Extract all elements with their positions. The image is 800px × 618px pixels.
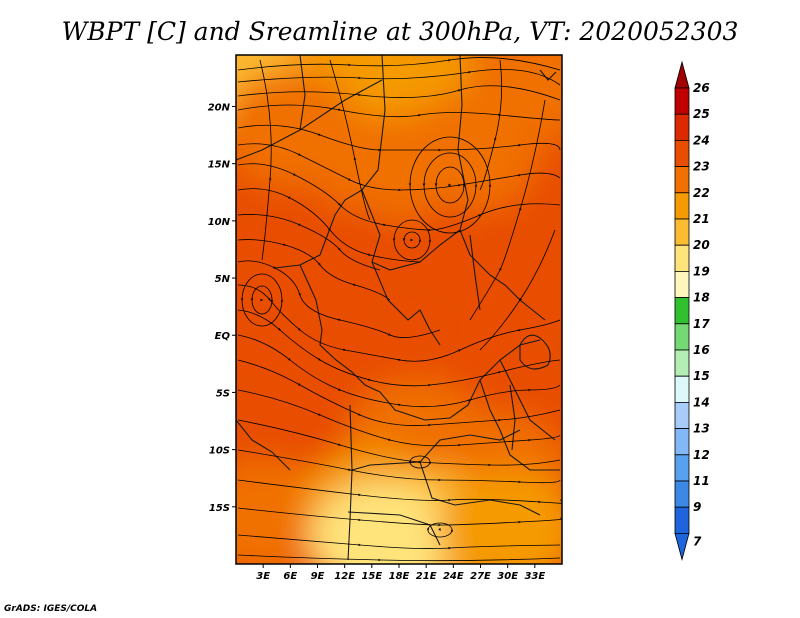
vortex-west — [242, 273, 282, 327]
colorbar-bottom-arrow — [674, 533, 690, 561]
colorbar-label: 22 — [693, 186, 710, 200]
streamline — [237, 57, 561, 71]
colorbar-label: 18 — [693, 291, 710, 305]
streamline — [237, 554, 561, 562]
vortex-south — [410, 455, 452, 538]
colorbar-segment — [674, 480, 690, 508]
streamline — [237, 68, 561, 86]
x-tick-label: 9E — [311, 571, 325, 582]
x-tick-label: 27E — [470, 571, 491, 582]
colorbar-segment — [674, 401, 690, 429]
streamline — [479, 59, 503, 191]
colorbar-label: 23 — [693, 160, 710, 174]
x-tick-label: 6E — [283, 571, 297, 582]
colorbar: 26 25 24 23 22 21 20 19 18 17 16 15 14 13 12 11 9 7 — [674, 60, 710, 561]
colorbar-segment — [674, 375, 690, 403]
x-tick-label: 12E — [334, 571, 355, 582]
border-line — [347, 469, 353, 561]
colorbar-segment — [674, 297, 690, 325]
colorbar-label: 7 — [693, 534, 702, 548]
colorbar-label: 17 — [693, 317, 710, 331]
vortex-center — [394, 219, 430, 261]
colorbar-label: 13 — [693, 422, 710, 436]
colorbar-label: 19 — [693, 264, 710, 278]
colorbar-label: 25 — [693, 107, 710, 121]
map-panel — [235, 54, 563, 565]
colorbar-label: 11 — [693, 474, 710, 488]
x-tick-label: 3E — [256, 571, 270, 582]
border-line — [299, 55, 306, 131]
colorbar-label: 24 — [693, 133, 710, 147]
streamline — [237, 124, 561, 152]
y-tick-label: 5S — [216, 388, 230, 399]
streamline — [237, 85, 561, 101]
colorbar-segment — [674, 428, 690, 456]
colorbar-segment — [674, 192, 690, 220]
border-line — [539, 69, 557, 81]
colorbar-segment — [674, 349, 690, 377]
colorbar-label: 26 — [693, 81, 710, 95]
y-tick-label: 15N — [208, 160, 231, 171]
colorbar-label: 20 — [693, 238, 710, 252]
y-tick-label: 10N — [208, 217, 231, 228]
border-line — [236, 419, 291, 471]
colorbar-segment — [674, 323, 690, 351]
y-axis: 20N 15N 10N 5N EQ 5S 10S 15S — [208, 102, 236, 514]
streamline — [237, 163, 561, 232]
streamlines — [237, 57, 562, 562]
colorbar-segment — [674, 166, 690, 194]
colorbar-segment — [674, 87, 690, 115]
x-tick-label: 30E — [497, 571, 518, 582]
credit-label: GrADS: IGES/COLA — [4, 604, 98, 614]
x-tick-label: 15E — [361, 571, 382, 582]
colorbar-segment — [674, 244, 690, 272]
colorbar-segment — [674, 113, 690, 141]
colorbar-label: 12 — [693, 448, 710, 462]
x-tick-label: 33E — [524, 571, 545, 582]
streamline — [479, 229, 556, 351]
y-tick-label: 10S — [209, 446, 230, 457]
y-tick-label: 5N — [215, 274, 231, 285]
colorbar-segment — [674, 454, 690, 482]
streamline — [329, 59, 371, 221]
colorbar-label: 16 — [693, 343, 710, 357]
streamline — [259, 59, 272, 261]
vortex-north — [410, 136, 490, 234]
colorbar-label: 14 — [693, 395, 710, 409]
y-tick-label: EQ — [215, 331, 231, 342]
colorbar-segment — [674, 139, 690, 167]
colorbar-label: 21 — [693, 212, 710, 226]
x-tick-label: 18E — [389, 571, 410, 582]
field-region — [401, 92, 542, 213]
colorbar-segment — [674, 218, 690, 246]
colorbar-top-arrow — [674, 60, 690, 89]
border-line — [457, 55, 546, 321]
field-region — [310, 481, 451, 564]
y-tick-label: 20N — [208, 102, 231, 113]
colorbar-label: 15 — [693, 369, 710, 383]
chart-title: WBPT [C] and Sreamline at 300hPa, VT: 20… — [62, 17, 739, 46]
field-region — [437, 469, 562, 564]
x-tick-label: 21E — [416, 571, 437, 582]
streamline — [237, 534, 561, 550]
colorbar-segment — [674, 506, 690, 534]
streamline — [237, 104, 561, 121]
x-tick-label: 24E — [443, 571, 464, 582]
colorbar-label: 9 — [693, 500, 701, 514]
colorbar-segment — [674, 270, 690, 298]
x-axis: 3E 6E 9E 12E 15E 18E 21E 24E 27E 30E 33E — [256, 564, 545, 582]
y-tick-label: 15S — [209, 503, 230, 514]
streamline — [469, 99, 546, 321]
